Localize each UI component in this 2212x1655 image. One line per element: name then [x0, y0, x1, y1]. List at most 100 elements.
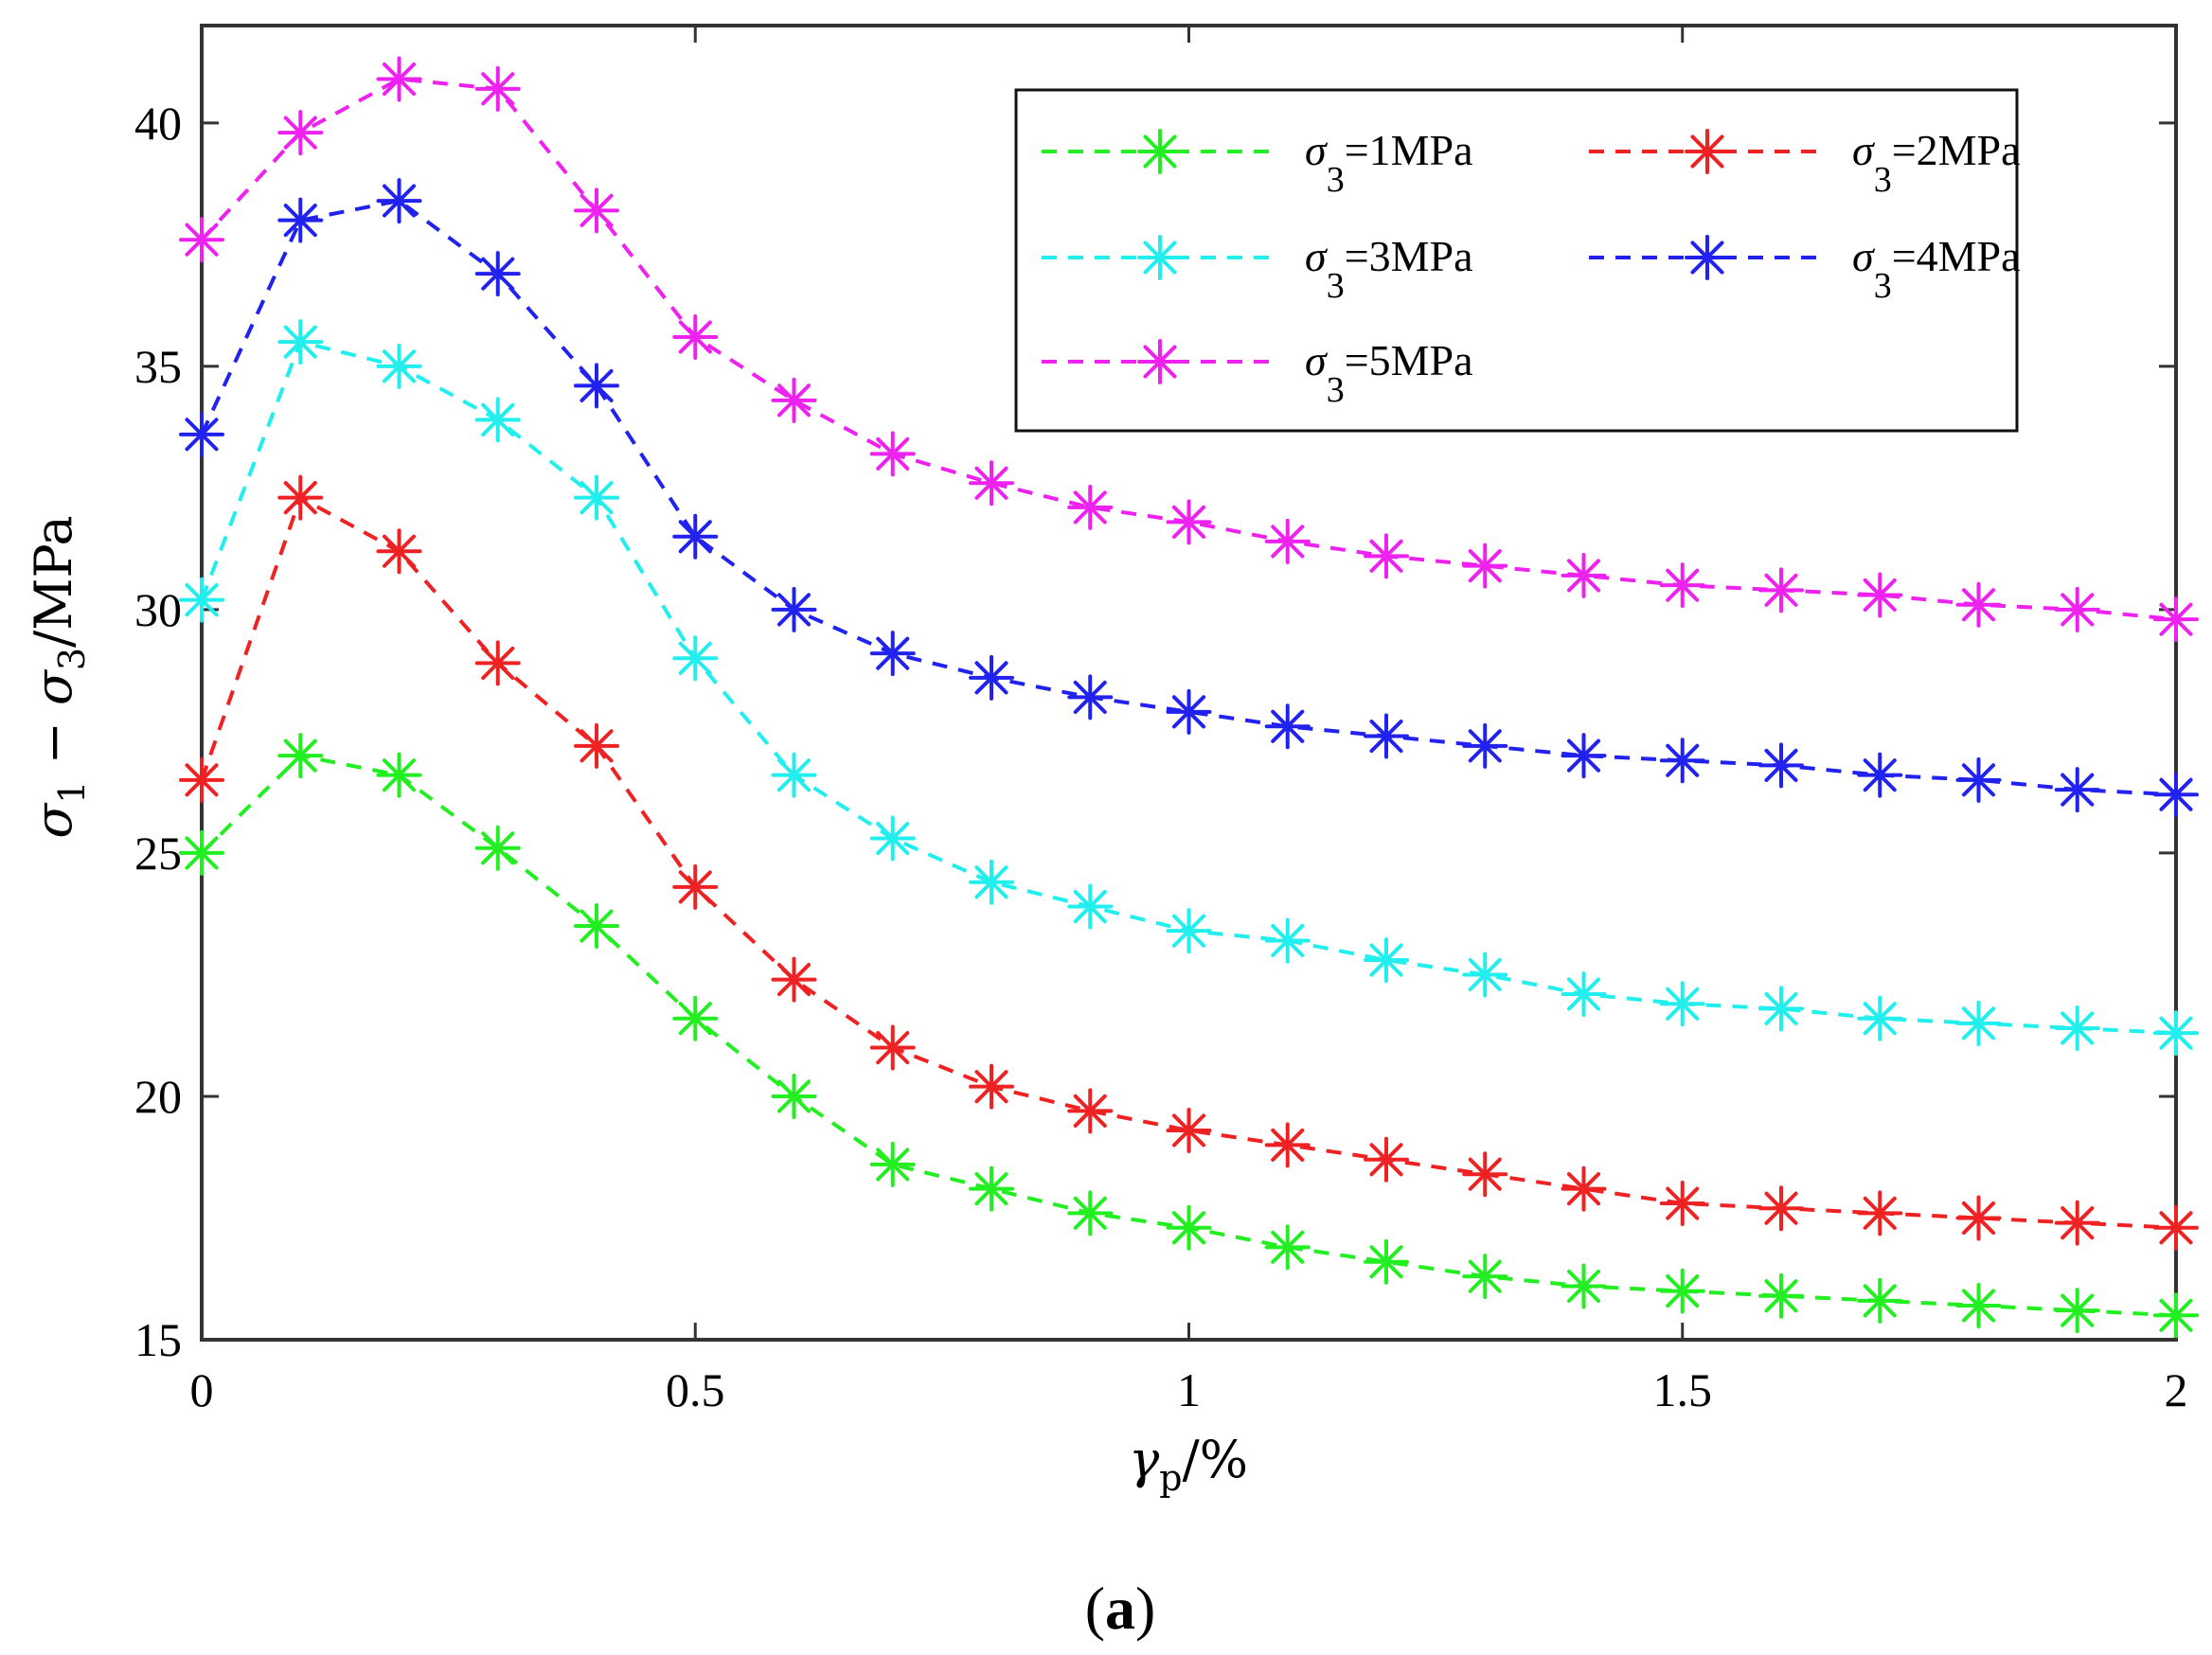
data-point: [771, 752, 817, 798]
x-tick-label: 1.5: [1653, 1363, 1713, 1416]
data-point: [869, 631, 916, 677]
figure-caption: (a): [1085, 1575, 1156, 1642]
data-point: [1264, 1224, 1311, 1271]
data-point: [1067, 1190, 1114, 1237]
data-point: [969, 859, 1014, 905]
legend-marker: [1685, 235, 1730, 280]
data-point: [179, 411, 224, 457]
data-point: [771, 956, 817, 1003]
data-point: [1067, 484, 1114, 530]
legend-box: [1014, 88, 2019, 433]
data-point: [474, 397, 521, 443]
data-point: [969, 1166, 1014, 1212]
data-point: [969, 460, 1014, 507]
data-point: [2153, 596, 2199, 643]
data-point: [1659, 738, 1705, 784]
data-point: [474, 65, 521, 112]
data-point: [1857, 572, 1903, 618]
data-point: [1758, 742, 1804, 789]
data-point: [574, 903, 619, 950]
x-tick-label: 0: [190, 1363, 214, 1416]
data-point: [1561, 971, 1607, 1018]
data-point: [474, 640, 521, 686]
data-point: [1264, 1122, 1311, 1168]
data-point: [869, 815, 916, 862]
data-point: [1166, 1107, 1212, 1153]
data-point: [969, 1063, 1014, 1110]
data-point: [179, 756, 224, 803]
series-1: [179, 733, 2199, 1339]
data-point: [869, 1141, 916, 1187]
y-tick-label: 20: [134, 1070, 182, 1123]
data-point: [2153, 1292, 2199, 1339]
data-point: [771, 586, 817, 632]
data-point: [1758, 986, 1804, 1032]
y-tick-label: 35: [134, 340, 182, 393]
data-point: [1462, 1254, 1508, 1300]
y-tick-label: 30: [134, 583, 182, 636]
legend-label: σ3=4MPa: [1852, 232, 2021, 306]
legend: σ3=1MPa σ3=2MPa σ3=3MPa σ3=4MPa σ3=5MPa: [1014, 88, 2021, 433]
y-tick-label: 15: [134, 1313, 182, 1366]
data-point: [574, 363, 619, 409]
data-point: [1264, 703, 1311, 750]
data-point: [869, 431, 916, 477]
legend-marker: [1137, 339, 1183, 384]
data-point: [1462, 543, 1508, 589]
data-point: [1659, 1268, 1705, 1314]
data-point: [1364, 937, 1409, 984]
series-3: [179, 319, 2199, 1057]
data-point: [376, 528, 422, 575]
x-tick-label: 1: [1177, 1363, 1201, 1416]
data-point: [474, 825, 521, 871]
data-point: [376, 56, 422, 102]
data-point: [2153, 1204, 2199, 1251]
data-point: [1955, 581, 2002, 628]
data-point: [1264, 917, 1311, 964]
data-point: [277, 474, 324, 521]
data-point: [1561, 733, 1607, 779]
data-point: [672, 863, 719, 910]
series-5: [179, 56, 2199, 643]
legend-items: σ3=1MPa σ3=2MPa σ3=3MPa σ3=4MPa σ3=5MPa: [1042, 126, 2021, 410]
data-point: [1561, 1166, 1607, 1212]
data-point: [1561, 1263, 1607, 1309]
x-tick-label: 0.5: [666, 1363, 725, 1416]
series-layer: [179, 56, 2199, 1339]
legend-marker: [1137, 235, 1183, 280]
series-line: [200, 77, 2177, 622]
legend-item: σ3=4MPa: [1589, 232, 2021, 306]
data-point: [1166, 688, 1212, 735]
data-point: [672, 314, 719, 361]
data-point: [1758, 567, 1804, 614]
data-point: [1955, 1195, 2002, 1241]
data-point: [1364, 1136, 1409, 1183]
data-point: [1659, 981, 1705, 1027]
data-point: [179, 577, 224, 623]
data-point: [1364, 713, 1409, 759]
data-point: [2054, 1005, 2100, 1051]
series-line: [200, 198, 2177, 797]
data-point: [376, 752, 422, 798]
data-point: [1955, 1000, 2002, 1046]
data-point: [672, 995, 719, 1041]
y-tick-label: 25: [134, 827, 182, 880]
legend-item: σ3=1MPa: [1042, 126, 1473, 200]
x-axis-label: γp/%: [1129, 1430, 1248, 1499]
data-point: [1955, 756, 2002, 803]
legend-label: σ3=2MPa: [1852, 126, 2021, 200]
data-point: [1166, 499, 1212, 545]
data-point: [1857, 1190, 1903, 1237]
legend-label: σ3=1MPa: [1305, 126, 1473, 200]
legend-item: σ3=2MPa: [1589, 126, 2021, 200]
x-axis-ticks: 0 0.5 1 1.5 2: [190, 26, 2188, 1416]
data-point: [1857, 995, 1903, 1041]
data-point: [672, 635, 719, 682]
data-point: [2153, 772, 2199, 818]
data-point: [179, 829, 224, 876]
data-point: [1462, 1151, 1508, 1198]
data-point: [771, 377, 817, 423]
data-point: [179, 217, 224, 263]
data-point: [1659, 1181, 1705, 1227]
